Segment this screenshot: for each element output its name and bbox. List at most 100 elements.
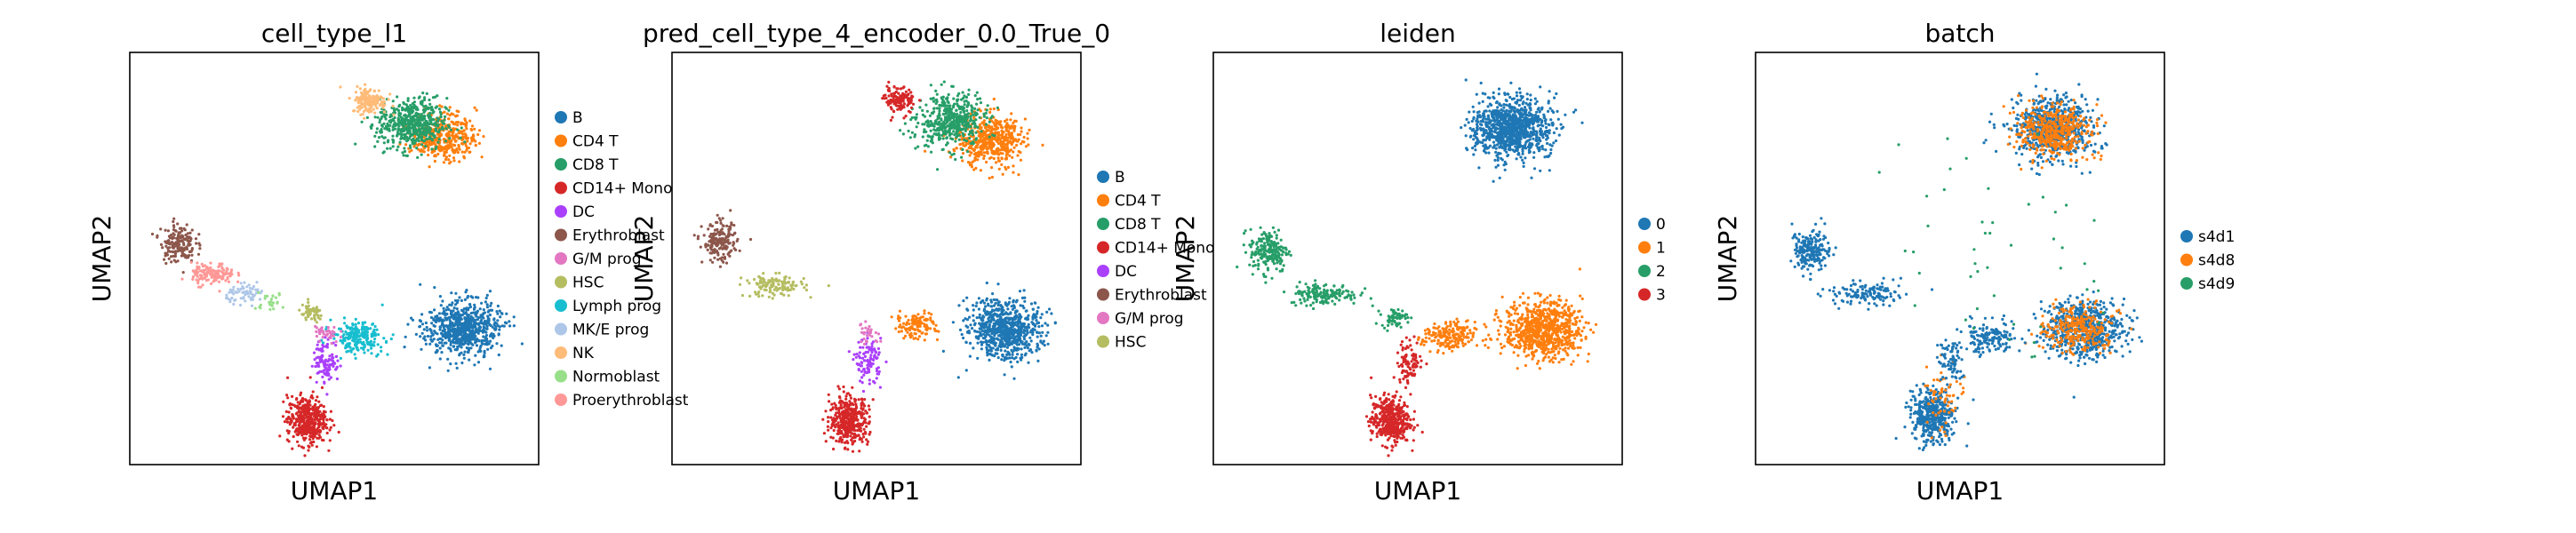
scatter-point <box>172 224 176 227</box>
scatter-point <box>319 423 324 426</box>
scatter-point <box>1001 152 1004 155</box>
scatter-point <box>316 362 320 366</box>
scatter-point <box>1024 309 1028 313</box>
scatter-point <box>495 342 499 346</box>
scatter-point <box>468 324 471 328</box>
scatter-point <box>468 358 471 362</box>
scatter-point <box>198 247 202 251</box>
scatter-point <box>428 135 431 139</box>
scatter-point <box>314 415 317 418</box>
scatter-point <box>992 156 996 161</box>
scatter-point <box>981 337 985 340</box>
scatter-point <box>189 260 193 264</box>
scatter-point <box>1004 147 1008 150</box>
scatter-point <box>224 272 228 275</box>
scatter-point <box>498 328 501 331</box>
scatter-point <box>438 110 442 114</box>
scatter-point <box>196 261 199 265</box>
scatter-point <box>992 309 996 313</box>
scatter-point <box>1012 306 1016 310</box>
scatter-point <box>934 121 938 124</box>
scatter-point <box>957 123 961 126</box>
scatter-point <box>421 123 425 127</box>
scatter-point <box>966 325 970 329</box>
scatter-point <box>476 331 480 335</box>
scatter-point <box>335 377 339 381</box>
scatter-point <box>406 109 410 113</box>
scatter-point <box>384 117 388 121</box>
scatter-point <box>174 241 178 244</box>
scatter-point <box>956 376 960 379</box>
scatter-point <box>230 296 234 300</box>
scatter-point <box>912 322 916 326</box>
scatter-point <box>316 370 320 375</box>
scatter-point <box>989 320 993 323</box>
scatter-point <box>439 115 443 119</box>
scatter-point <box>979 146 982 149</box>
scatter-point <box>966 103 970 107</box>
scatter-point <box>422 115 426 118</box>
scatter-point <box>929 123 933 126</box>
scatter-point <box>402 119 405 123</box>
scatter-point <box>1008 154 1012 157</box>
scatter-point <box>452 143 455 147</box>
scatter-point <box>470 124 475 128</box>
scatter-point <box>168 236 172 240</box>
scatter-point <box>423 117 427 121</box>
scatter-point <box>251 293 255 297</box>
scatter-point <box>324 333 328 337</box>
scatter-point <box>937 132 940 137</box>
scatter-point <box>409 146 412 149</box>
scatter-point <box>380 128 383 131</box>
scatter-point <box>307 420 310 424</box>
scatter-point <box>442 306 445 310</box>
scatter-point <box>496 312 500 315</box>
scatter-point <box>989 126 993 130</box>
scatter-point <box>964 129 967 132</box>
scatter-point <box>973 94 977 98</box>
scatter-point <box>1027 361 1030 364</box>
scatter-point <box>975 330 980 334</box>
scatter-point <box>174 229 178 233</box>
scatter-point <box>271 294 275 298</box>
scatter-point <box>406 97 410 100</box>
scatter-point <box>1003 373 1006 377</box>
scatter-point <box>435 318 438 322</box>
scatter-point <box>489 304 492 307</box>
scatter-point <box>419 335 422 338</box>
scatter-point <box>407 113 411 116</box>
scatter-point <box>900 330 903 333</box>
scatter-point <box>969 118 972 122</box>
scatter-point <box>291 394 294 398</box>
scatter-point <box>1025 326 1028 330</box>
scatter-point <box>329 336 332 339</box>
panel-title: pred_cell_type_4_encoder_0.0_True_0 <box>643 19 1110 48</box>
scatter-point <box>328 354 332 358</box>
scatter-point <box>1016 154 1020 157</box>
scatter-point <box>426 334 430 338</box>
scatter-point <box>996 303 1000 307</box>
scatter-point <box>404 103 408 107</box>
scatter-point <box>382 150 386 154</box>
scatter-point <box>319 314 323 317</box>
scatter-point <box>455 366 459 370</box>
scatter-point <box>892 110 896 114</box>
scatter-point <box>445 306 449 309</box>
scatter-point <box>469 346 473 350</box>
scatter-point <box>896 317 900 321</box>
scatter-point <box>464 137 468 140</box>
scatter-point <box>414 111 419 115</box>
scatter-point <box>972 346 975 350</box>
scatter-point <box>360 106 364 109</box>
scatter-point <box>1012 377 1016 380</box>
scatter-point <box>329 318 332 322</box>
scatter-point <box>195 278 198 282</box>
scatter-point <box>329 410 332 413</box>
scatter-point <box>969 323 972 327</box>
scatter-point <box>448 338 452 342</box>
scatter-point <box>356 96 359 99</box>
scatter-point <box>383 127 387 131</box>
scatter-point <box>485 293 489 297</box>
scatter-point <box>448 335 452 338</box>
scatter-point <box>901 132 905 136</box>
